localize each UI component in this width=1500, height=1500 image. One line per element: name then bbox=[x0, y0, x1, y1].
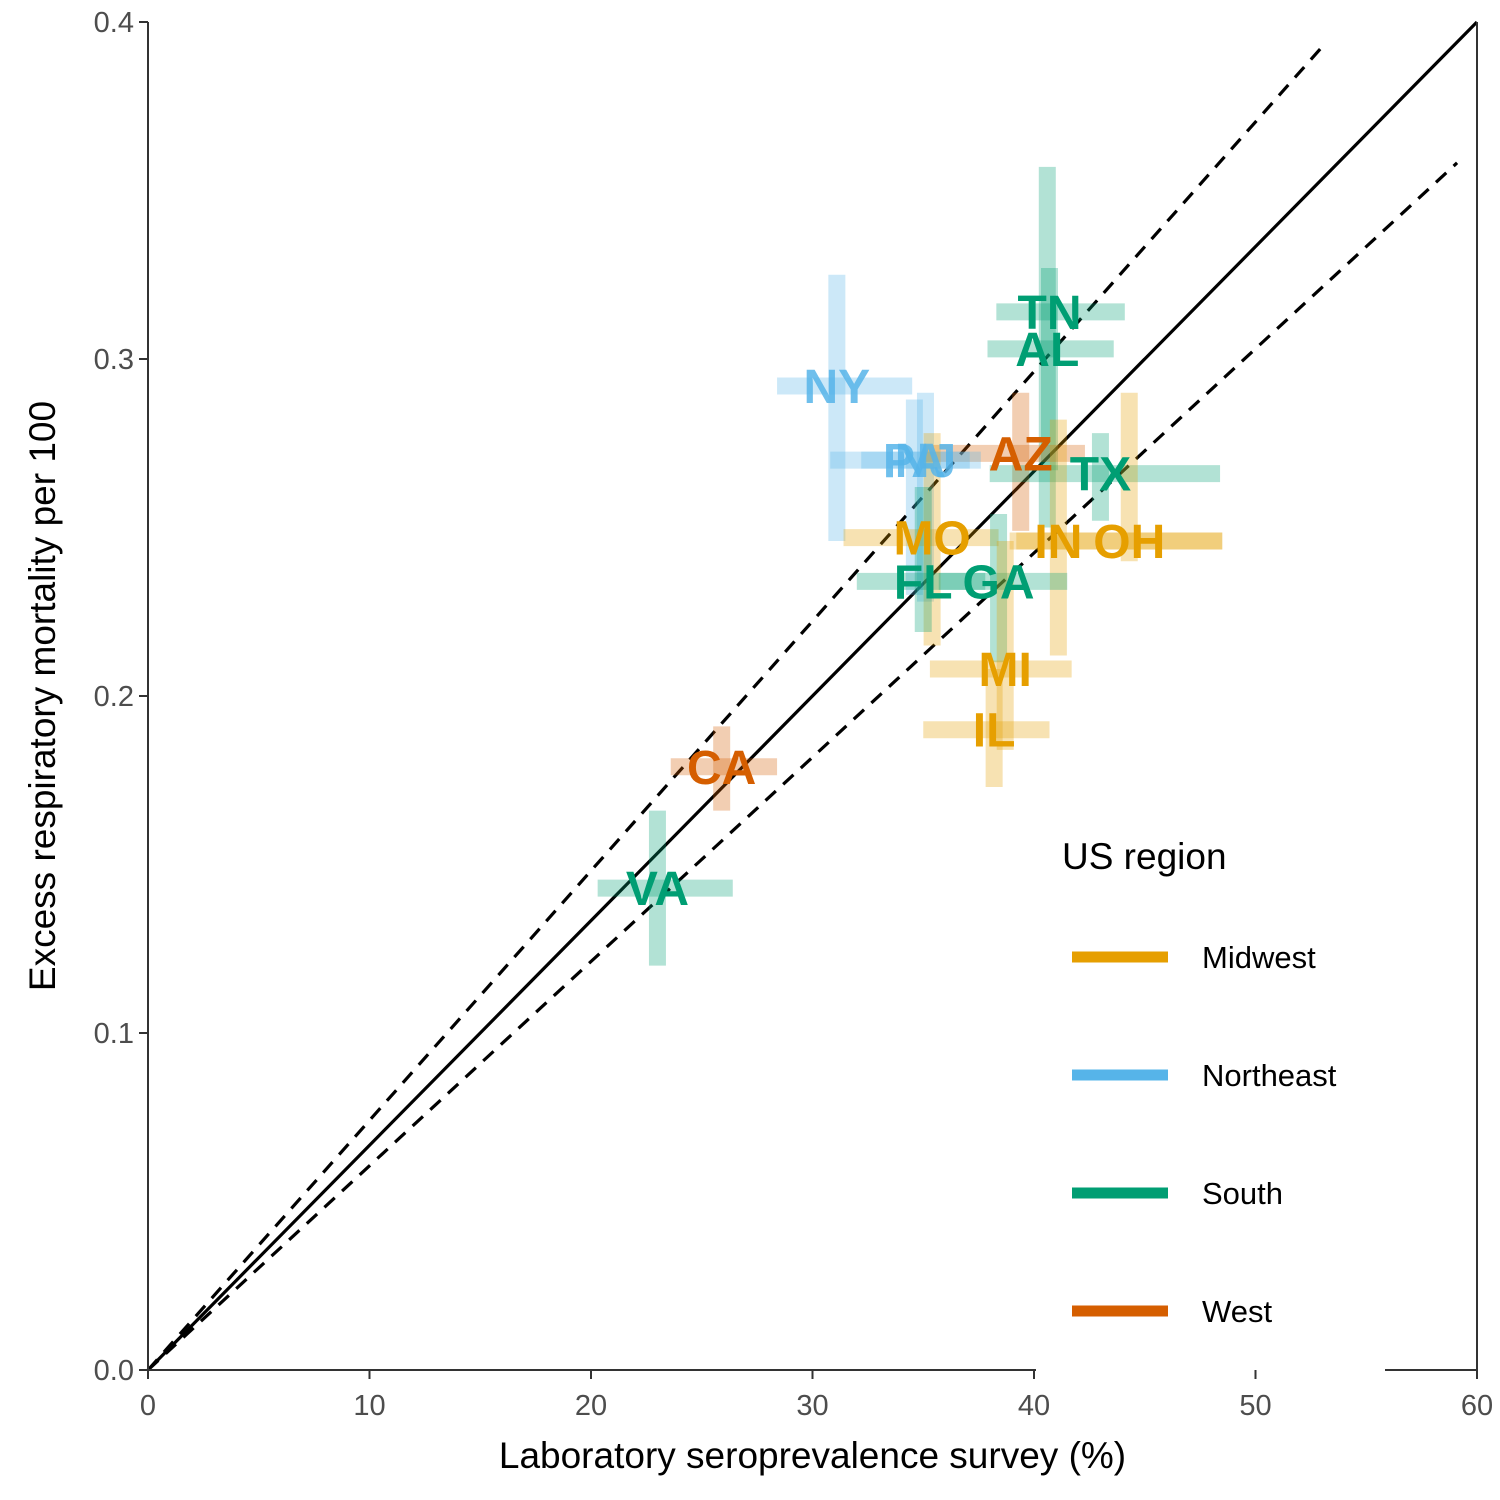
y-ticks: 0.0 0.1 0.2 0.3 0.4 bbox=[94, 7, 148, 1387]
point-label-ga: GA bbox=[963, 556, 1035, 609]
reference-line-dashed-1 bbox=[146, 41, 1328, 1372]
x-tick-label: 30 bbox=[796, 1390, 828, 1422]
x-tick-label: 0 bbox=[140, 1390, 156, 1422]
reference-line-solid-0 bbox=[146, 20, 1479, 1372]
y-tick-label: 0.1 bbox=[94, 1018, 134, 1050]
y-tick-label: 0.4 bbox=[94, 7, 134, 39]
point-label-mo: MO bbox=[893, 513, 970, 566]
point-label-oh: OH bbox=[1093, 516, 1165, 569]
point-label-tn: TN bbox=[1018, 287, 1082, 340]
axes: 0 10 20 30 40 50 60 0.0 0.1 0.2 0.3 0.4 bbox=[94, 7, 1493, 1422]
y-tick-label: 0.2 bbox=[94, 681, 134, 713]
point-label-fl: FL bbox=[894, 556, 953, 609]
point-label-ca: CA bbox=[687, 742, 756, 795]
x-axis-title: Laboratory seroprevalence survey (%) bbox=[499, 1435, 1126, 1476]
x-tick-label: 50 bbox=[1239, 1390, 1271, 1422]
point-label-nj: NJ bbox=[895, 435, 956, 488]
point-label-al: AL bbox=[1015, 324, 1079, 377]
legend-title: US region bbox=[1062, 836, 1227, 877]
x-tick-label: 40 bbox=[1018, 1390, 1050, 1422]
reference-line-dashed-2 bbox=[146, 161, 1459, 1372]
legend: US region Midwest Northeast South West bbox=[1062, 836, 1337, 1329]
point-label-tx: TX bbox=[1070, 449, 1131, 502]
y-tick-label: 0.0 bbox=[94, 1355, 134, 1387]
point-label-il: IL bbox=[973, 705, 1016, 758]
legend-entries: Midwest Northeast South West bbox=[1072, 940, 1337, 1329]
x-tick-label: 60 bbox=[1461, 1390, 1493, 1422]
y-tick-label: 0.3 bbox=[94, 344, 134, 376]
point-label-pa: PA bbox=[883, 435, 946, 488]
point-label-va: VA bbox=[626, 863, 689, 916]
reference-lines bbox=[146, 20, 1479, 1372]
legend-label-west: West bbox=[1202, 1294, 1272, 1329]
x-tick-label: 10 bbox=[353, 1390, 385, 1422]
legend-label-northeast: Northeast bbox=[1202, 1058, 1337, 1093]
legend-label-south: South bbox=[1202, 1176, 1283, 1211]
legend-label-midwest: Midwest bbox=[1202, 940, 1316, 975]
error-bars bbox=[597, 166, 1223, 966]
point-label-az: AZ bbox=[989, 428, 1053, 481]
point-label-ny: NY bbox=[804, 361, 871, 414]
point-label-mi: MI bbox=[979, 644, 1032, 697]
point-label-in: IN bbox=[1034, 516, 1082, 569]
y-axis-title: Excess respiratory mortality per 100 bbox=[22, 401, 63, 991]
x-tick-label: 20 bbox=[575, 1390, 607, 1422]
x-ticks: 0 10 20 30 40 50 60 bbox=[140, 1370, 1493, 1422]
